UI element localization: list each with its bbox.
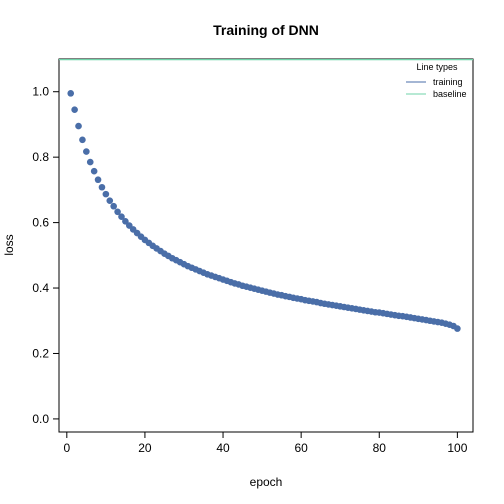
y-axis: 0.0 0.2 0.4 0.6 0.8 1.0 [32, 85, 60, 426]
y-tick-label: 0.4 [32, 281, 49, 295]
training-point [67, 90, 75, 97]
x-axis-title: epoch [250, 475, 283, 489]
y-tick-label: 0.0 [32, 412, 49, 426]
training-point [118, 213, 125, 221]
x-tick-label: 80 [373, 441, 387, 455]
training-point [75, 122, 82, 130]
y-tick-label: 0.2 [32, 346, 49, 360]
training-point [83, 148, 90, 155]
plot-frame [58, 58, 474, 433]
x-tick-label: 0 [63, 441, 70, 455]
training-point [79, 136, 86, 144]
y-tick-label: 0.6 [32, 216, 49, 230]
y-tick-label: 1.0 [32, 85, 49, 99]
training-point [454, 325, 461, 332]
x-axis: 0 20 40 60 80 100 [63, 431, 468, 455]
x-tick-label: 40 [216, 441, 230, 455]
legend-label-training: training [433, 77, 463, 87]
training-point [71, 106, 78, 114]
x-tick-label: 60 [294, 441, 308, 455]
training-point [90, 167, 98, 175]
training-point [102, 190, 110, 198]
training-point [94, 176, 102, 184]
training-point [114, 208, 121, 216]
training-point [86, 158, 94, 166]
x-tick-label: 100 [447, 441, 467, 455]
y-axis-title: loss [2, 234, 16, 255]
legend-title: Line types [416, 62, 458, 72]
training-point [110, 202, 117, 210]
legend-label-baseline: baseline [433, 89, 467, 99]
legend: Line types training baseline [406, 62, 467, 99]
points-layer [67, 90, 461, 332]
y-tick-label: 0.8 [32, 150, 49, 164]
training-point [98, 183, 106, 191]
chart-title: Training of DNN [213, 22, 319, 38]
training-point [106, 197, 114, 204]
training-point [122, 217, 129, 225]
x-tick-label: 20 [138, 441, 152, 455]
